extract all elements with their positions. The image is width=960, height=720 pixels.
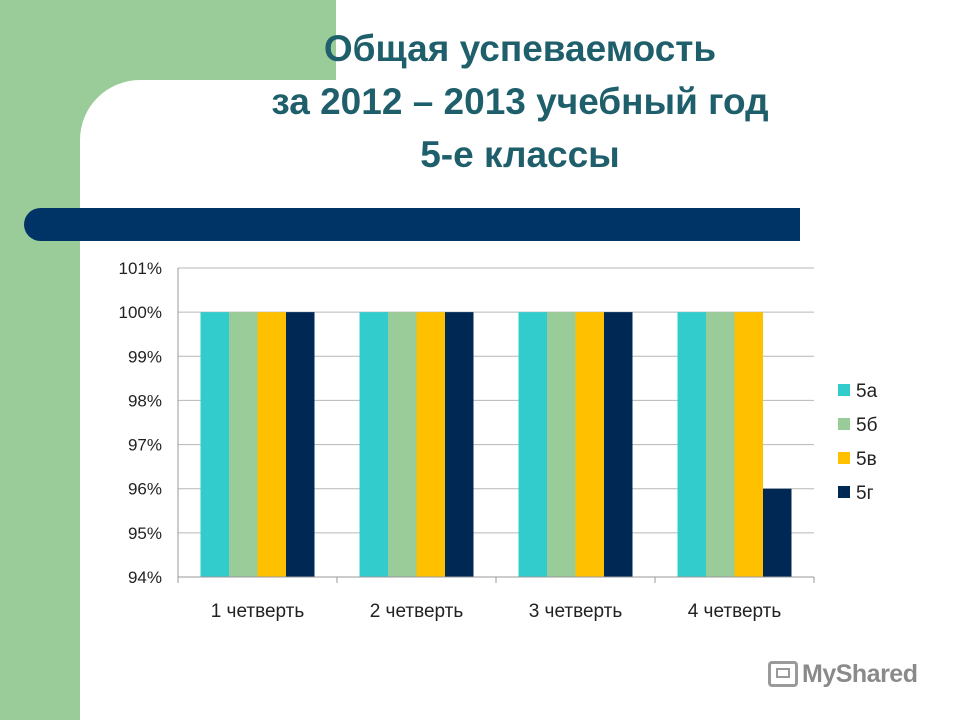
bar <box>706 312 735 577</box>
legend-label: 5г <box>856 483 874 504</box>
bar <box>388 312 417 577</box>
y-tick-label: 100% <box>119 303 162 322</box>
bar <box>257 312 286 577</box>
bar <box>734 312 763 577</box>
watermark-logo: MyShared <box>768 656 918 692</box>
watermark-text: MyShared <box>802 659 918 688</box>
legend-swatch <box>838 486 850 498</box>
y-tick-label: 101% <box>119 259 162 278</box>
bar <box>359 312 388 577</box>
bar <box>518 312 547 577</box>
x-tick-label: 4 четверть <box>688 601 782 622</box>
legend-label: 5б <box>856 415 878 436</box>
bar <box>575 312 604 577</box>
bar <box>229 312 258 577</box>
x-tick-label: 2 четверть <box>370 601 464 622</box>
bar <box>445 312 474 577</box>
slide-title: Общая успеваемость за 2012 – 2013 учебны… <box>140 22 900 181</box>
accent-corner <box>80 80 140 140</box>
title-underline-bar <box>24 208 800 241</box>
y-tick-label: 98% <box>128 391 162 410</box>
y-tick-label: 97% <box>128 436 162 455</box>
y-tick-label: 96% <box>128 480 162 499</box>
bar <box>677 312 706 577</box>
bar <box>200 312 229 577</box>
bar <box>763 488 792 577</box>
x-tick-label: 3 четверть <box>529 601 623 622</box>
legend-label: 5в <box>856 449 877 470</box>
legend-label: 5а <box>856 381 878 402</box>
legend-swatch <box>838 452 850 464</box>
y-tick-label: 95% <box>128 524 162 543</box>
bar <box>604 312 633 577</box>
title-line-2: за 2012 – 2013 учебный год <box>271 81 769 122</box>
bar <box>286 312 315 577</box>
left-accent-bar <box>0 0 80 720</box>
legend-swatch <box>838 384 850 396</box>
title-line-3: 5-е классы <box>420 134 620 175</box>
y-tick-label: 99% <box>128 347 162 366</box>
top-accent-band <box>80 0 336 80</box>
bar <box>547 312 576 577</box>
x-tick-label: 1 четверть <box>211 601 305 622</box>
y-tick-label: 94% <box>128 568 162 587</box>
title-line-1: Общая успеваемость <box>323 28 717 69</box>
presentation-icon <box>768 661 798 687</box>
bar <box>416 312 445 577</box>
legend-swatch <box>838 418 850 430</box>
